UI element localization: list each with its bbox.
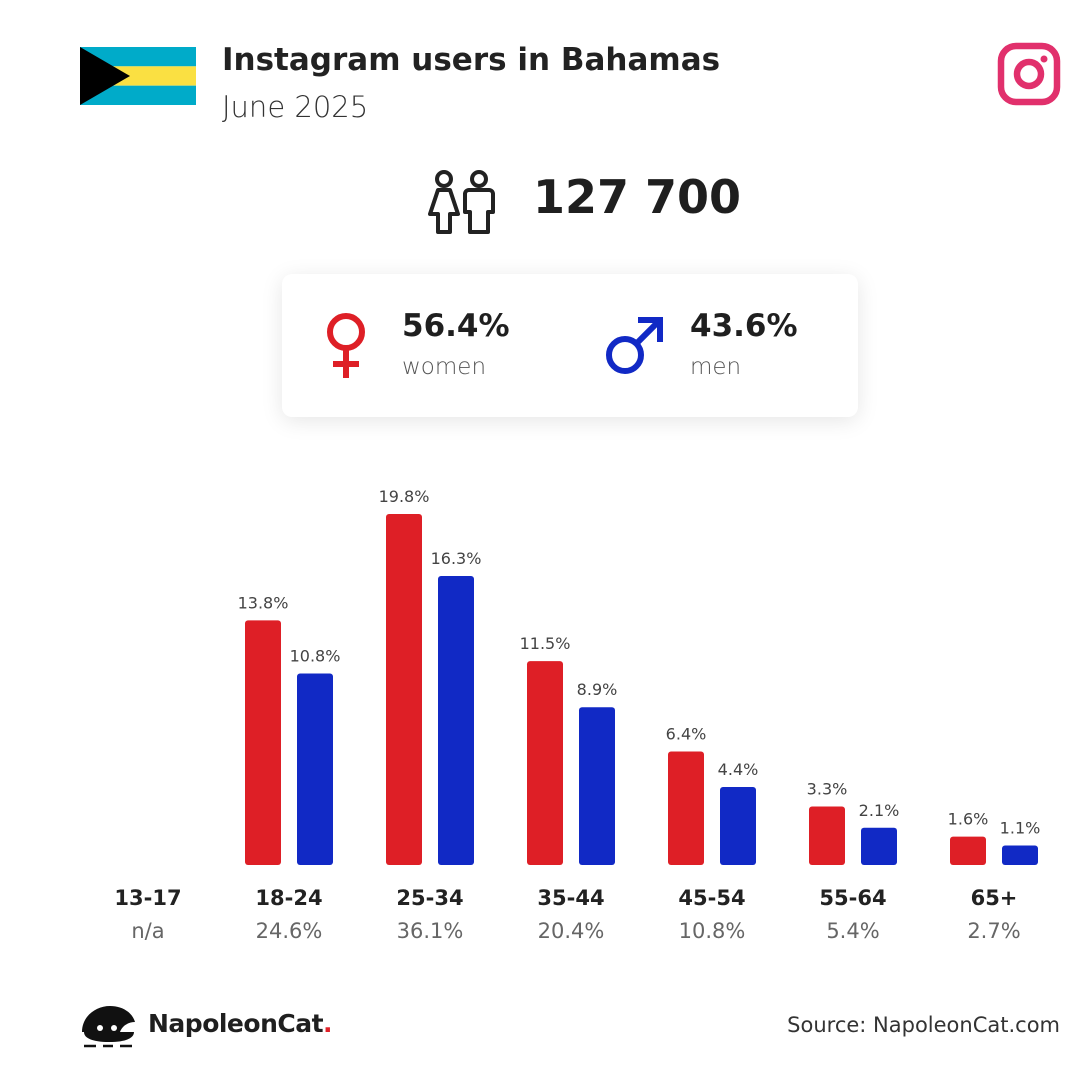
category-total-55-64: 5.4%: [826, 919, 879, 943]
data-label-men-18-24: 10.8%: [290, 647, 341, 666]
brand-name: NapoleonCat.: [148, 1009, 333, 1038]
bar-men-35-44: [579, 707, 615, 865]
age-gender-bar-chart: 13-17 n/a 13.8% 10.8% 18-24 24.6% 19.8% 16.3% 25…: [114, 487, 1041, 943]
data-label-men-35-44: 8.9%: [577, 680, 618, 699]
bar-women-55-64: [809, 806, 845, 865]
bar-women-45-54: [668, 751, 704, 865]
category-label-35-44: 35-44: [537, 886, 604, 910]
male-symbol-icon: [606, 317, 663, 374]
women-label: women: [402, 354, 487, 380]
category-total-13-17: n/a: [131, 919, 164, 943]
data-label-women-18-24: 13.8%: [238, 593, 289, 612]
category-total-18-24: 24.6%: [256, 919, 323, 943]
female-symbol-icon: [327, 313, 365, 378]
category-total-45-54: 10.8%: [679, 919, 746, 943]
category-label-25-34: 25-34: [396, 886, 463, 910]
people-icon: [428, 170, 495, 234]
bar-women-25-34: [386, 514, 422, 865]
bar-men-18-24: [297, 673, 333, 865]
total-users-value: 127 700: [533, 170, 742, 224]
data-label-women-35-44: 11.5%: [520, 634, 571, 653]
data-label-men-45-54: 4.4%: [718, 760, 759, 779]
men-label: men: [690, 354, 742, 380]
data-label-women-45-54: 6.4%: [666, 725, 707, 744]
data-label-men-25-34: 16.3%: [431, 549, 482, 568]
source-text: Source: NapoleonCat.com: [787, 1013, 1060, 1037]
women-percentage: 56.4%: [402, 308, 510, 344]
category-label-18-24: 18-24: [255, 886, 322, 910]
men-percentage: 43.6%: [690, 308, 798, 344]
gender-summary-card: 56.4% women 43.6% men: [282, 274, 858, 417]
bar-women-35-44: [527, 661, 563, 865]
brand-dot: .: [323, 1009, 333, 1038]
category-label-45-54: 45-54: [678, 886, 745, 910]
instagram-icon: [997, 42, 1061, 106]
chart-subtitle: June 2025: [222, 90, 369, 124]
napoleoncat-logo-icon: [82, 1006, 135, 1048]
bar-men-55-64: [861, 827, 897, 865]
brand-text: NapoleonCat: [148, 1009, 324, 1038]
category-total-65+: 2.7%: [967, 919, 1020, 943]
data-label-women-25-34: 19.8%: [379, 487, 430, 506]
category-total-25-34: 36.1%: [397, 919, 464, 943]
category-total-35-44: 20.4%: [538, 919, 605, 943]
category-label-65+: 65+: [971, 886, 1018, 910]
bar-men-65+: [1002, 845, 1038, 865]
bar-women-65+: [950, 836, 986, 865]
bahamas-flag-icon: [80, 47, 196, 105]
data-label-women-55-64: 3.3%: [807, 780, 848, 799]
chart-title: Instagram users in Bahamas: [222, 42, 721, 78]
data-label-men-65+: 1.1%: [1000, 819, 1041, 838]
bar-women-18-24: [245, 620, 281, 865]
category-label-13-17: 13-17: [114, 886, 181, 910]
bar-men-25-34: [438, 576, 474, 865]
bar-men-45-54: [720, 787, 756, 865]
data-label-women-65+: 1.6%: [948, 810, 989, 829]
data-label-men-55-64: 2.1%: [859, 801, 900, 820]
category-label-55-64: 55-64: [819, 886, 886, 910]
